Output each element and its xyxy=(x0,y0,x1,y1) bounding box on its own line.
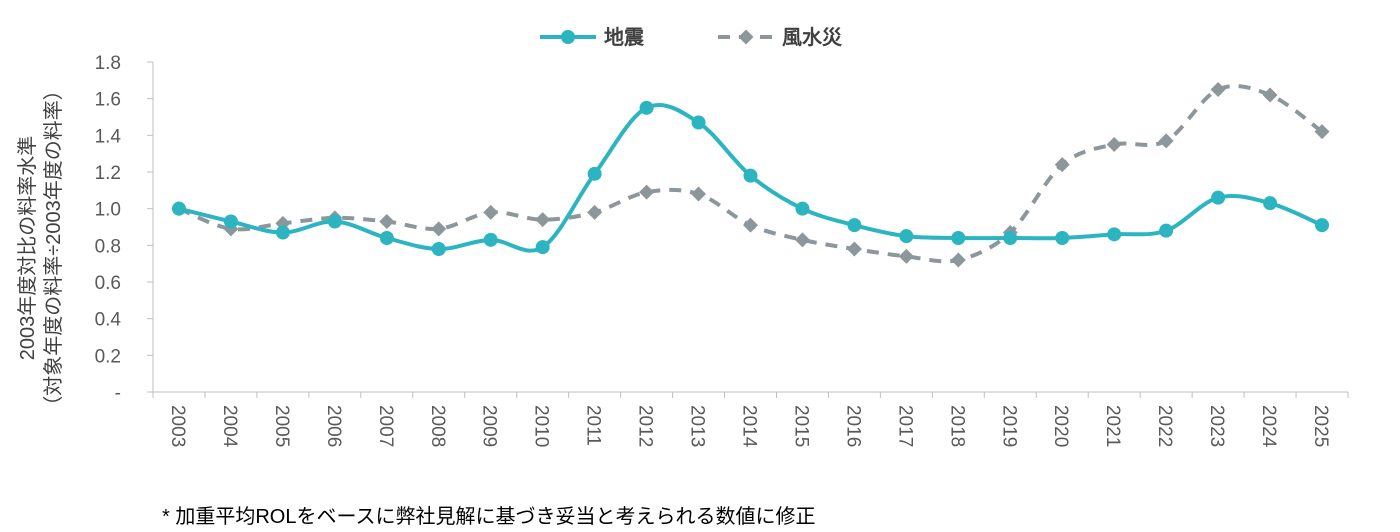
data-point xyxy=(1210,82,1226,97)
x-tick-label: 2023 xyxy=(1206,405,1227,447)
y-tick-label: 0.4 xyxy=(95,310,122,331)
data-point xyxy=(379,231,394,245)
x-tick-label: 2019 xyxy=(998,405,1019,447)
y-tick-label: 1.2 xyxy=(95,163,121,184)
data-point xyxy=(743,168,758,183)
y-tick-label: 0.2 xyxy=(95,346,121,367)
data-point xyxy=(1107,227,1122,242)
series-earthquake xyxy=(171,100,1330,256)
data-point xyxy=(1314,124,1330,140)
x-tick-label: 2007 xyxy=(375,405,396,447)
x-tick-label: 2015 xyxy=(790,405,811,447)
data-point xyxy=(1158,133,1174,149)
data-point xyxy=(795,201,810,216)
x-tick-label: 2003 xyxy=(167,405,188,447)
data-point xyxy=(743,217,758,233)
y-tick-label: 0.8 xyxy=(95,236,121,257)
x-tick-label: 2022 xyxy=(1154,405,1175,447)
y-tick-label: 0.6 xyxy=(95,273,121,294)
data-point xyxy=(1055,231,1070,245)
x-tick-label: 2024 xyxy=(1258,405,1279,448)
data-point xyxy=(327,214,342,229)
x-tick-label: 2010 xyxy=(531,405,552,447)
data-point xyxy=(535,240,550,255)
data-point xyxy=(379,214,395,229)
x-axis: 2003 2004 2005 2006 2007 2008 2009 2010 2011 2012… xyxy=(152,391,1349,448)
data-point xyxy=(223,214,238,229)
legend: 地震 風水災 xyxy=(540,26,843,49)
y-tick-label: 1.0 xyxy=(95,200,121,221)
data-point xyxy=(950,252,966,268)
y-axis-label-line1: 2003年度対比の料率水準 xyxy=(16,136,39,361)
data-point xyxy=(1106,137,1122,152)
x-tick-label: 2009 xyxy=(479,405,500,447)
x-tick-label: 2012 xyxy=(635,405,656,447)
data-point xyxy=(1315,218,1330,233)
x-tick-label: 2016 xyxy=(842,405,863,447)
data-point xyxy=(639,100,654,115)
data-point xyxy=(275,225,290,240)
y-axis-label-line2: （対象年度の料率÷2003年度の料率） xyxy=(42,80,65,415)
legend-marker xyxy=(738,29,754,45)
data-point xyxy=(691,186,707,202)
y-axis: - 0.2 0.4 0.6 0.8 1.0 1.2 1.4 1.6 1.8 xyxy=(95,53,154,404)
data-point xyxy=(587,166,602,181)
y-tick-label: - xyxy=(115,383,121,404)
data-point xyxy=(587,204,603,220)
data-point xyxy=(431,242,446,256)
footnote: * 加重平均ROLをベースに弊社見解に基づき妥当と考えられる数値に修正 xyxy=(162,506,816,528)
data-point xyxy=(951,231,966,245)
data-point xyxy=(794,232,810,248)
data-point xyxy=(1003,231,1018,245)
y-tick-label: 1.6 xyxy=(95,90,121,111)
legend-label: 地震 xyxy=(604,26,645,49)
data-point xyxy=(1262,87,1278,103)
x-tick-label: 2017 xyxy=(894,405,915,447)
series-line xyxy=(178,84,1324,264)
data-point xyxy=(1263,196,1278,211)
x-tick-label: 2020 xyxy=(1050,405,1071,447)
data-point xyxy=(535,212,551,228)
x-tick-label: 2011 xyxy=(583,405,604,446)
data-point xyxy=(171,201,186,216)
data-point xyxy=(691,115,706,130)
legend-label: 風水災 xyxy=(782,26,843,49)
x-tick-label: 2004 xyxy=(219,405,240,448)
data-point xyxy=(431,221,447,237)
series-line xyxy=(176,102,1325,253)
x-tick-label: 2005 xyxy=(271,405,292,447)
x-tick-label: 2008 xyxy=(427,405,448,447)
data-point xyxy=(847,218,862,233)
x-tick-label: 2014 xyxy=(739,405,760,448)
legend-item-windflood: 風水災 xyxy=(718,26,843,49)
legend-marker xyxy=(561,30,575,44)
x-tick-label: 2006 xyxy=(323,405,344,447)
x-tick-label: 2013 xyxy=(687,405,708,447)
legend-item-earthquake: 地震 xyxy=(540,26,645,49)
data-point xyxy=(846,241,862,257)
x-tick-label: 2025 xyxy=(1310,405,1331,447)
data-point xyxy=(483,204,499,220)
y-tick-label: 1.4 xyxy=(95,126,122,147)
data-point xyxy=(1211,190,1226,205)
data-point xyxy=(639,184,655,200)
data-point xyxy=(483,232,498,247)
x-tick-label: 2021 xyxy=(1102,405,1123,447)
series-layer xyxy=(171,82,1330,268)
data-point xyxy=(1159,223,1174,238)
y-tick-label: 1.8 xyxy=(95,53,121,74)
data-point xyxy=(898,248,914,264)
data-point xyxy=(899,229,914,244)
data-point xyxy=(1054,157,1070,173)
x-tick-label: 2018 xyxy=(946,405,967,447)
